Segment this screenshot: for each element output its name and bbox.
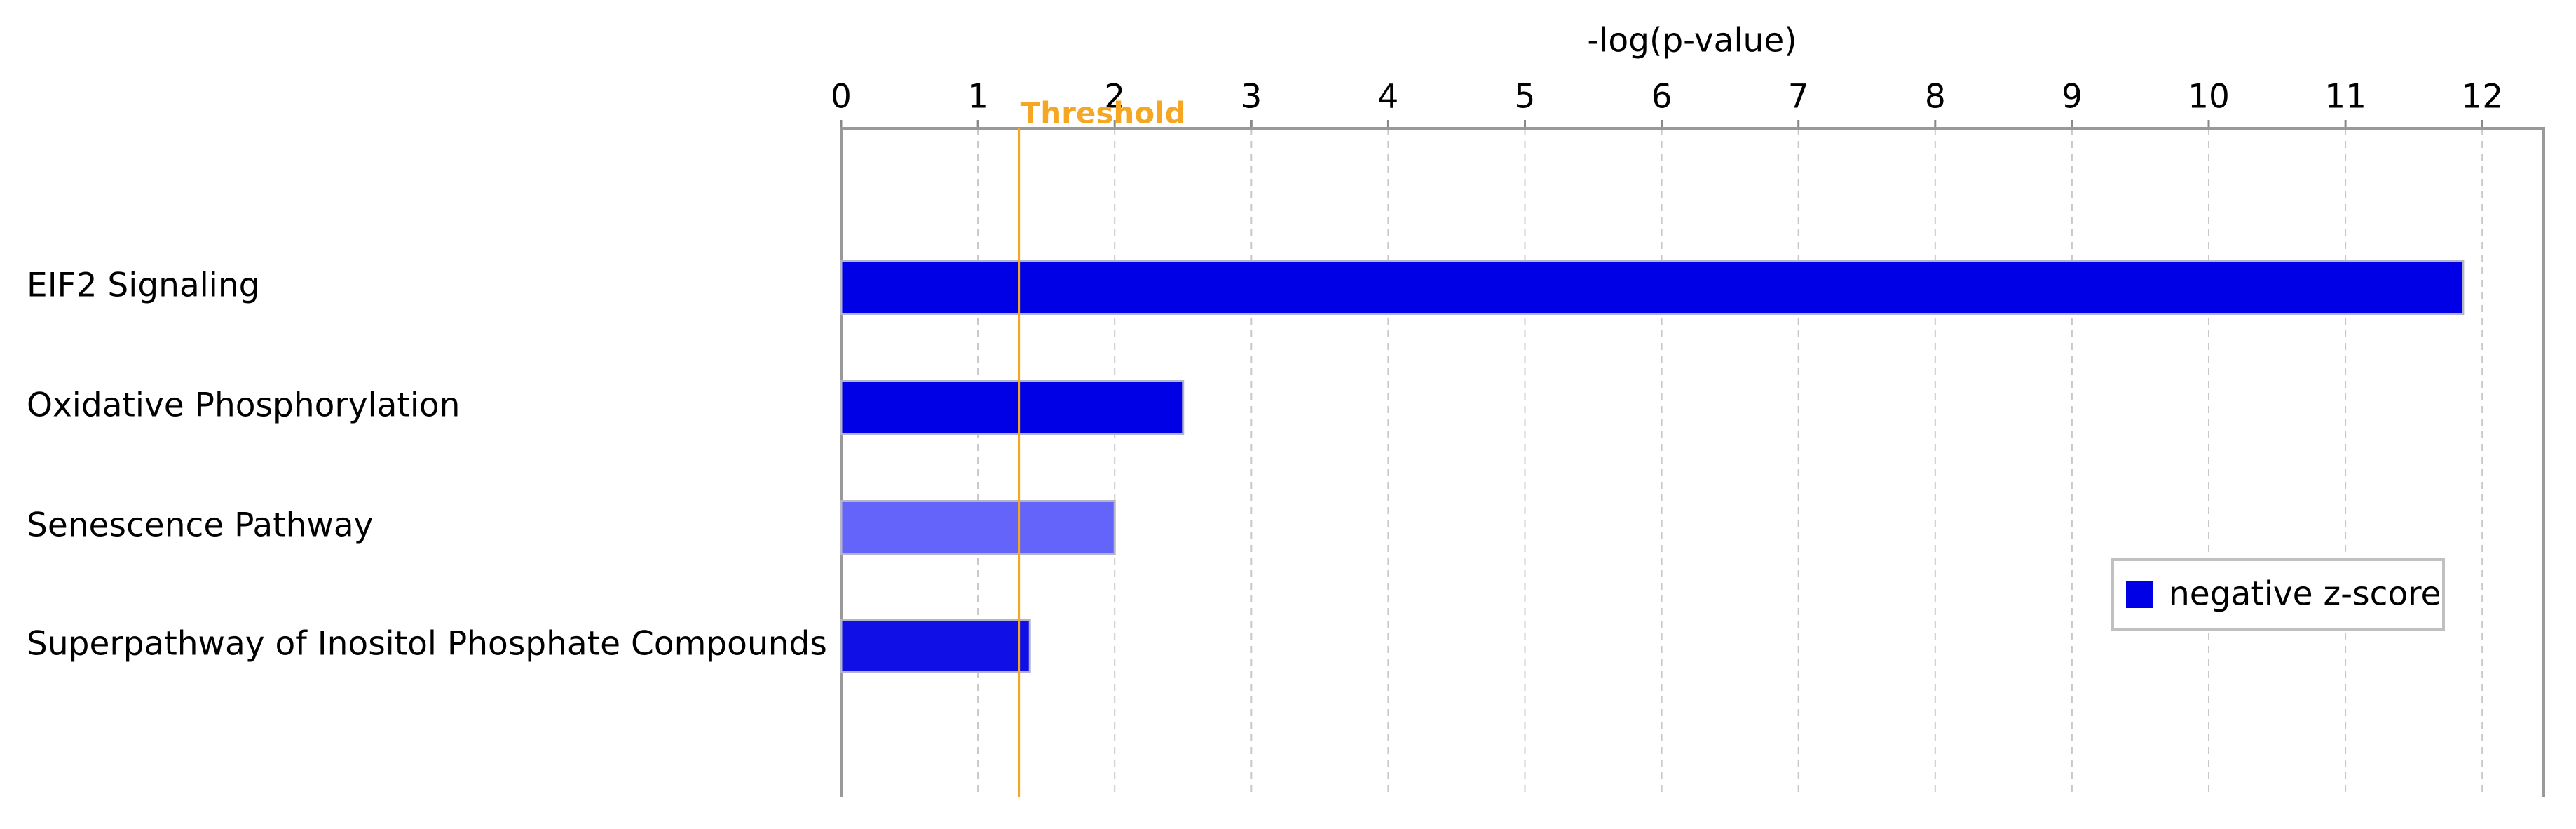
bar	[840, 380, 1185, 435]
bar	[840, 260, 2465, 315]
category-label: Senescence Pathway	[27, 506, 374, 545]
x-axis-title: -log(p-value)	[1587, 22, 1797, 60]
x-tick-label: 6	[1651, 78, 1672, 116]
category-label: Superpathway of Inositol Phosphate Compo…	[27, 625, 827, 663]
bar	[840, 619, 1031, 673]
bar	[840, 500, 1116, 555]
x-tick-label: 0	[831, 78, 852, 116]
legend-box	[2111, 558, 2445, 631]
x-tick-label: 12	[2461, 78, 2503, 116]
x-tick-label: 3	[1241, 78, 1262, 116]
legend-label: negative z-score	[2169, 575, 2441, 614]
x-tick-label: 5	[1515, 78, 1536, 116]
x-tick-label: 4	[1377, 78, 1398, 116]
x-tick-label: 1	[967, 78, 988, 116]
plot-frame	[840, 127, 2545, 797]
category-label: Oxidative Phosphorylation	[27, 386, 460, 425]
category-label: EIF2 Signaling	[27, 267, 260, 305]
x-tick-label: 7	[1788, 78, 1809, 116]
x-tick-label: 10	[2188, 78, 2230, 116]
x-tick-label: 11	[2324, 78, 2366, 116]
x-tick-label: 8	[1925, 78, 1946, 116]
threshold-label: Threshold	[1021, 96, 1186, 130]
x-tick-label: 9	[2062, 78, 2083, 116]
x-tick-label: 2	[1104, 78, 1125, 116]
legend-swatch	[2126, 581, 2153, 608]
